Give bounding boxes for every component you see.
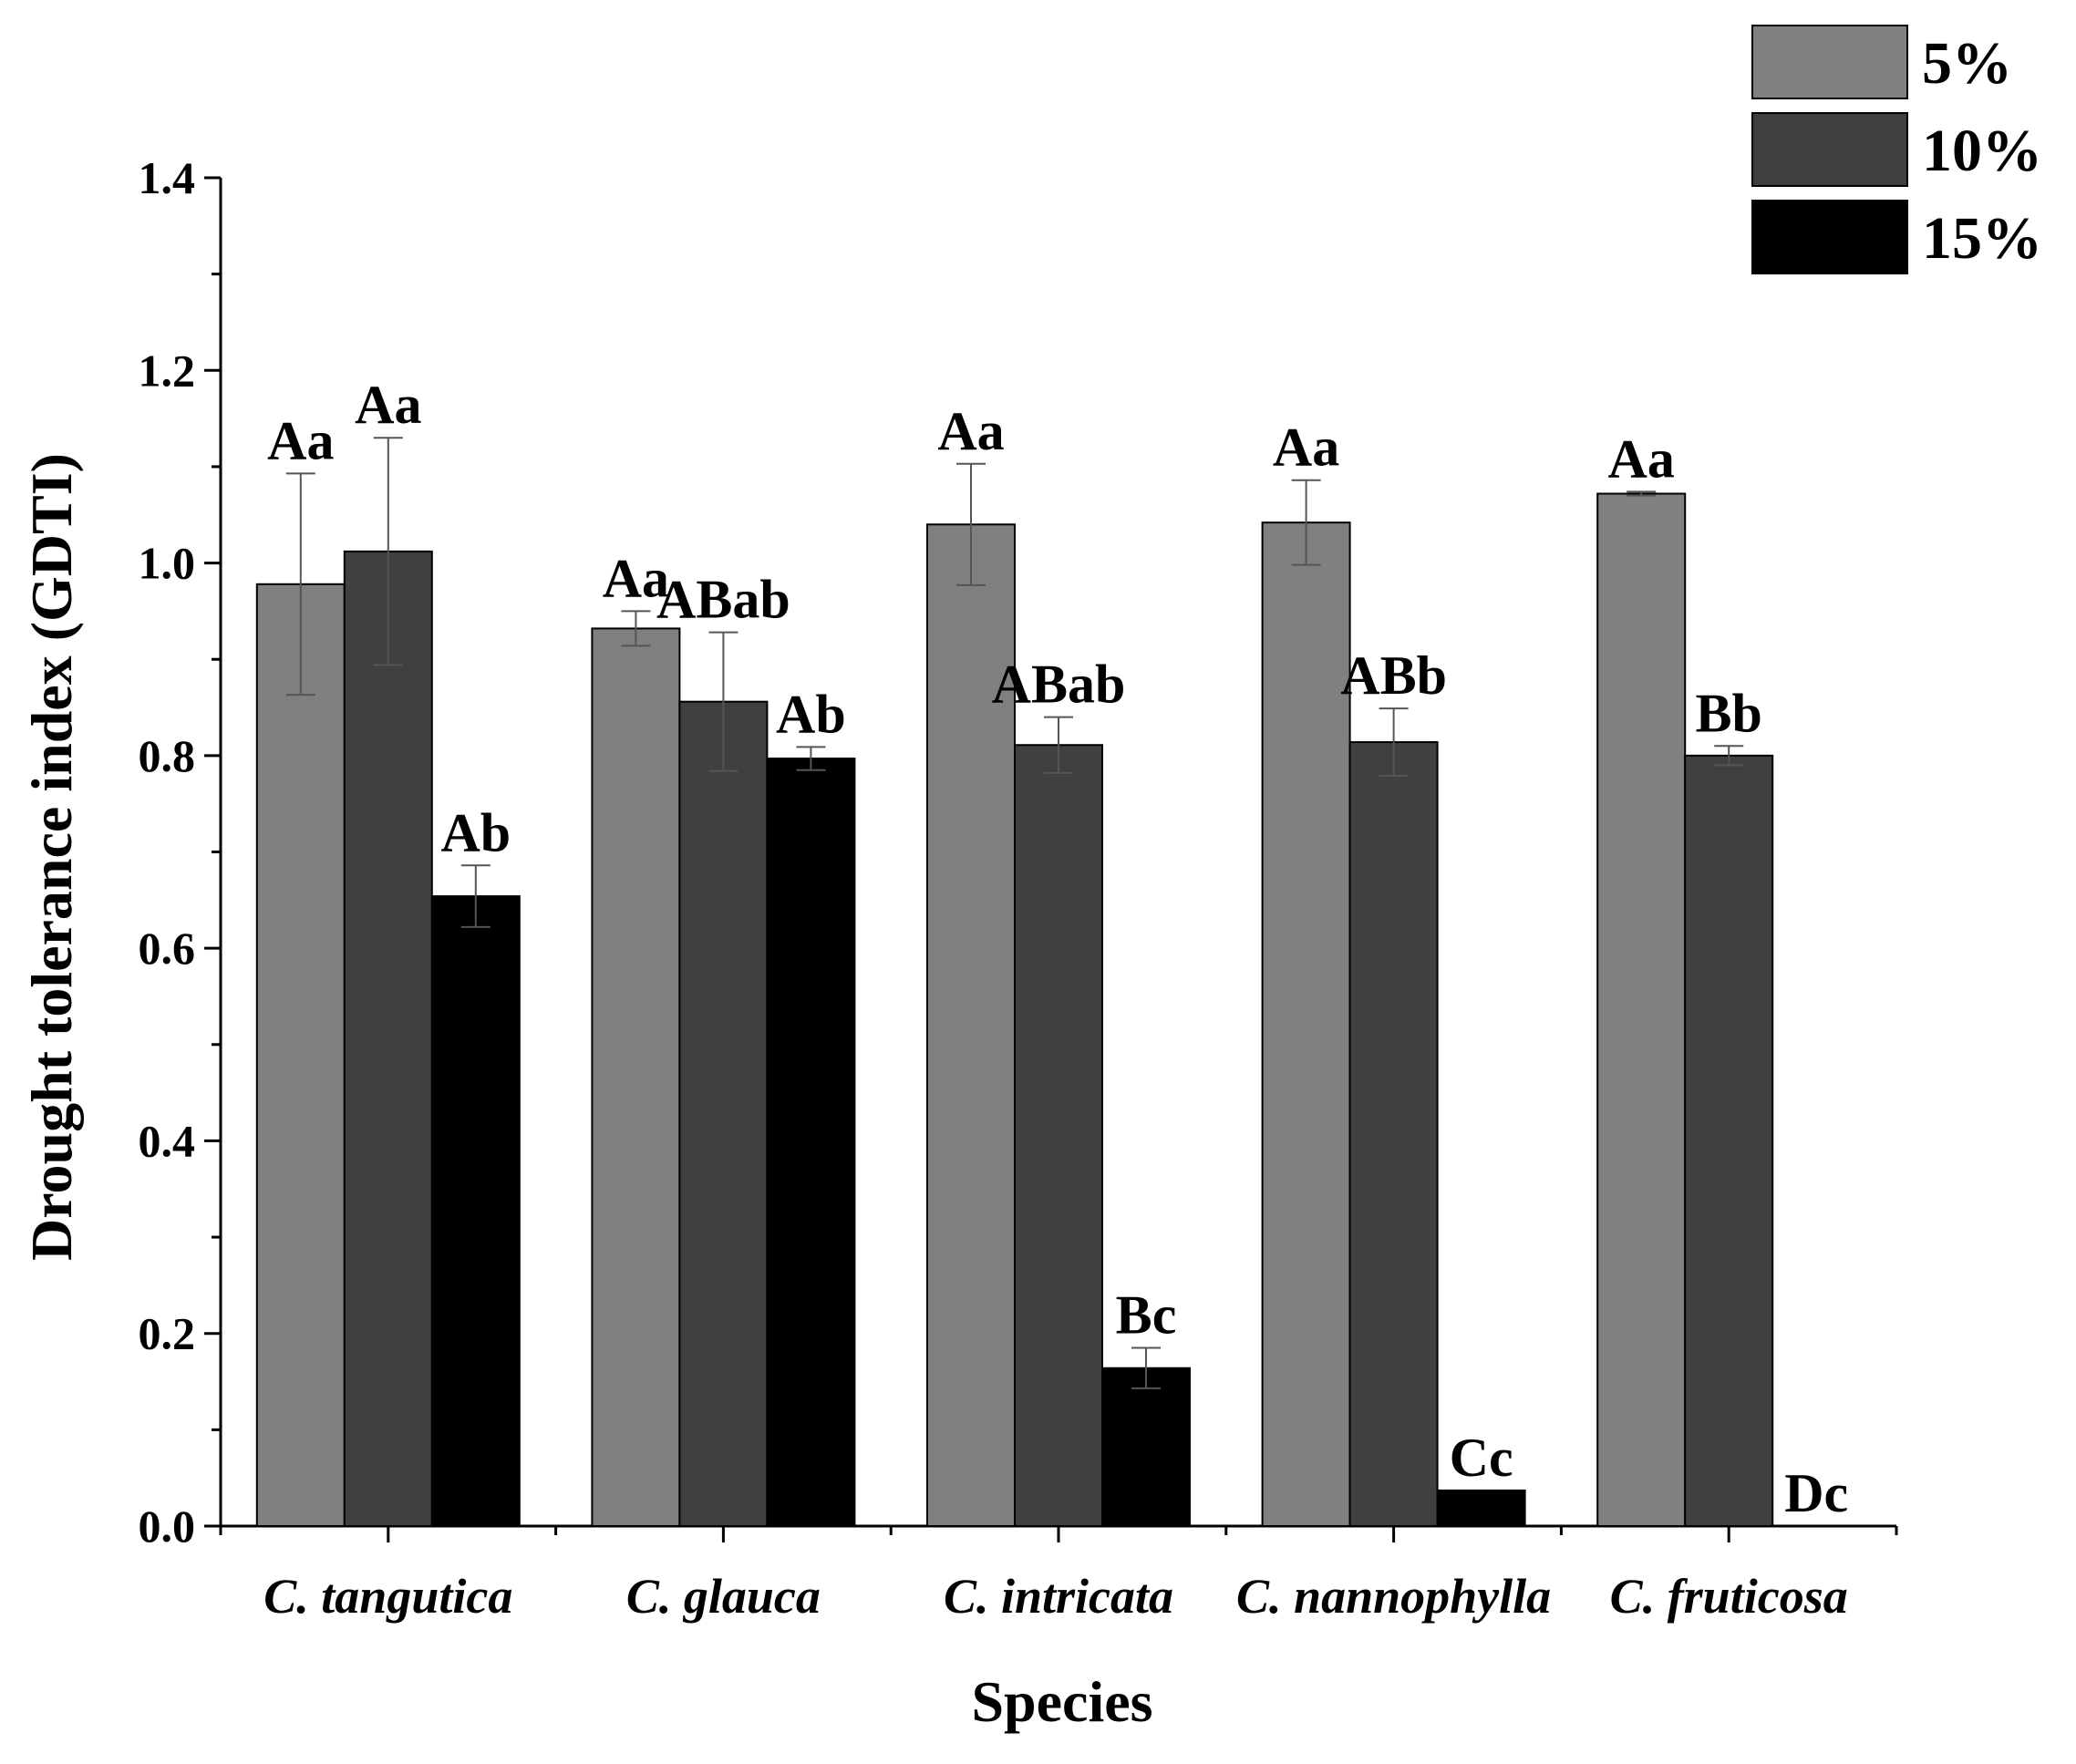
significance-label: Aa bbox=[355, 375, 421, 435]
x-category-label: C. intricata bbox=[944, 1569, 1173, 1624]
legend-swatch bbox=[1751, 200, 1908, 274]
significance-label: Aa bbox=[267, 410, 334, 470]
x-category-label: C. fruticosa bbox=[1610, 1569, 1848, 1624]
x-category-label: C. tangutica bbox=[263, 1569, 512, 1624]
bar bbox=[255, 583, 346, 1527]
bar bbox=[591, 627, 681, 1527]
bar bbox=[1684, 754, 1774, 1527]
bar bbox=[1101, 1367, 1191, 1528]
significance-label: Aa bbox=[603, 548, 669, 608]
significance-label: Aa bbox=[937, 401, 1004, 461]
y-tick-label: 1.0 bbox=[139, 538, 196, 589]
y-tick-label: 1.4 bbox=[139, 152, 196, 203]
significance-label: Aa bbox=[1273, 418, 1339, 478]
y-tick-label: 0.6 bbox=[139, 923, 196, 974]
significance-label: Ab bbox=[776, 684, 846, 744]
legend: 5% 10% 15% bbox=[1751, 25, 2042, 274]
y-tick-label: 0.4 bbox=[139, 1115, 196, 1166]
legend-label: 5% bbox=[1922, 30, 2012, 97]
y-tick-label: 0.8 bbox=[139, 730, 196, 781]
error-bars bbox=[285, 437, 1744, 1389]
bar bbox=[430, 895, 521, 1527]
bar bbox=[1348, 741, 1439, 1527]
y-tick-label: 1.2 bbox=[139, 345, 196, 396]
bar bbox=[766, 758, 856, 1527]
legend-label: 10% bbox=[1922, 118, 2042, 184]
significance-label: ABab bbox=[992, 655, 1126, 715]
x-category-label: C. nannophylla bbox=[1236, 1569, 1551, 1624]
bar bbox=[1261, 521, 1351, 1527]
legend-swatch bbox=[1751, 112, 1908, 187]
y-axis-title: Drought tolerance index (GDTI) bbox=[19, 453, 84, 1261]
significance-label: Bc bbox=[1116, 1285, 1177, 1346]
significance-label: Ab bbox=[440, 802, 511, 862]
bar bbox=[1014, 744, 1103, 1527]
bar bbox=[343, 550, 433, 1527]
bars bbox=[255, 492, 1774, 1528]
bar bbox=[926, 523, 1016, 1527]
significance-label: Dc bbox=[1784, 1463, 1848, 1523]
legend-swatch bbox=[1751, 25, 1908, 99]
significance-label: Cc bbox=[1450, 1428, 1513, 1488]
legend-label: 15% bbox=[1922, 205, 2042, 272]
bar bbox=[1436, 1489, 1526, 1527]
significance-label: ABab bbox=[656, 570, 790, 630]
x-category-label: C. glauca bbox=[626, 1569, 821, 1624]
x-axis-title: Species bbox=[971, 1669, 1152, 1734]
significance-label: ABb bbox=[1340, 645, 1447, 706]
y-tick-label: 0.2 bbox=[139, 1308, 196, 1359]
significance-label: Bb bbox=[1696, 683, 1762, 743]
bar bbox=[1596, 492, 1687, 1527]
y-tick-label: 0.0 bbox=[139, 1501, 196, 1552]
bar bbox=[678, 700, 769, 1527]
axes: 0.0 0.2 0.4 0.6 0.8 1.0 1.2 1.4 C. tangutica C. g… bbox=[139, 152, 1898, 1624]
significance-label: Aa bbox=[1608, 428, 1675, 489]
